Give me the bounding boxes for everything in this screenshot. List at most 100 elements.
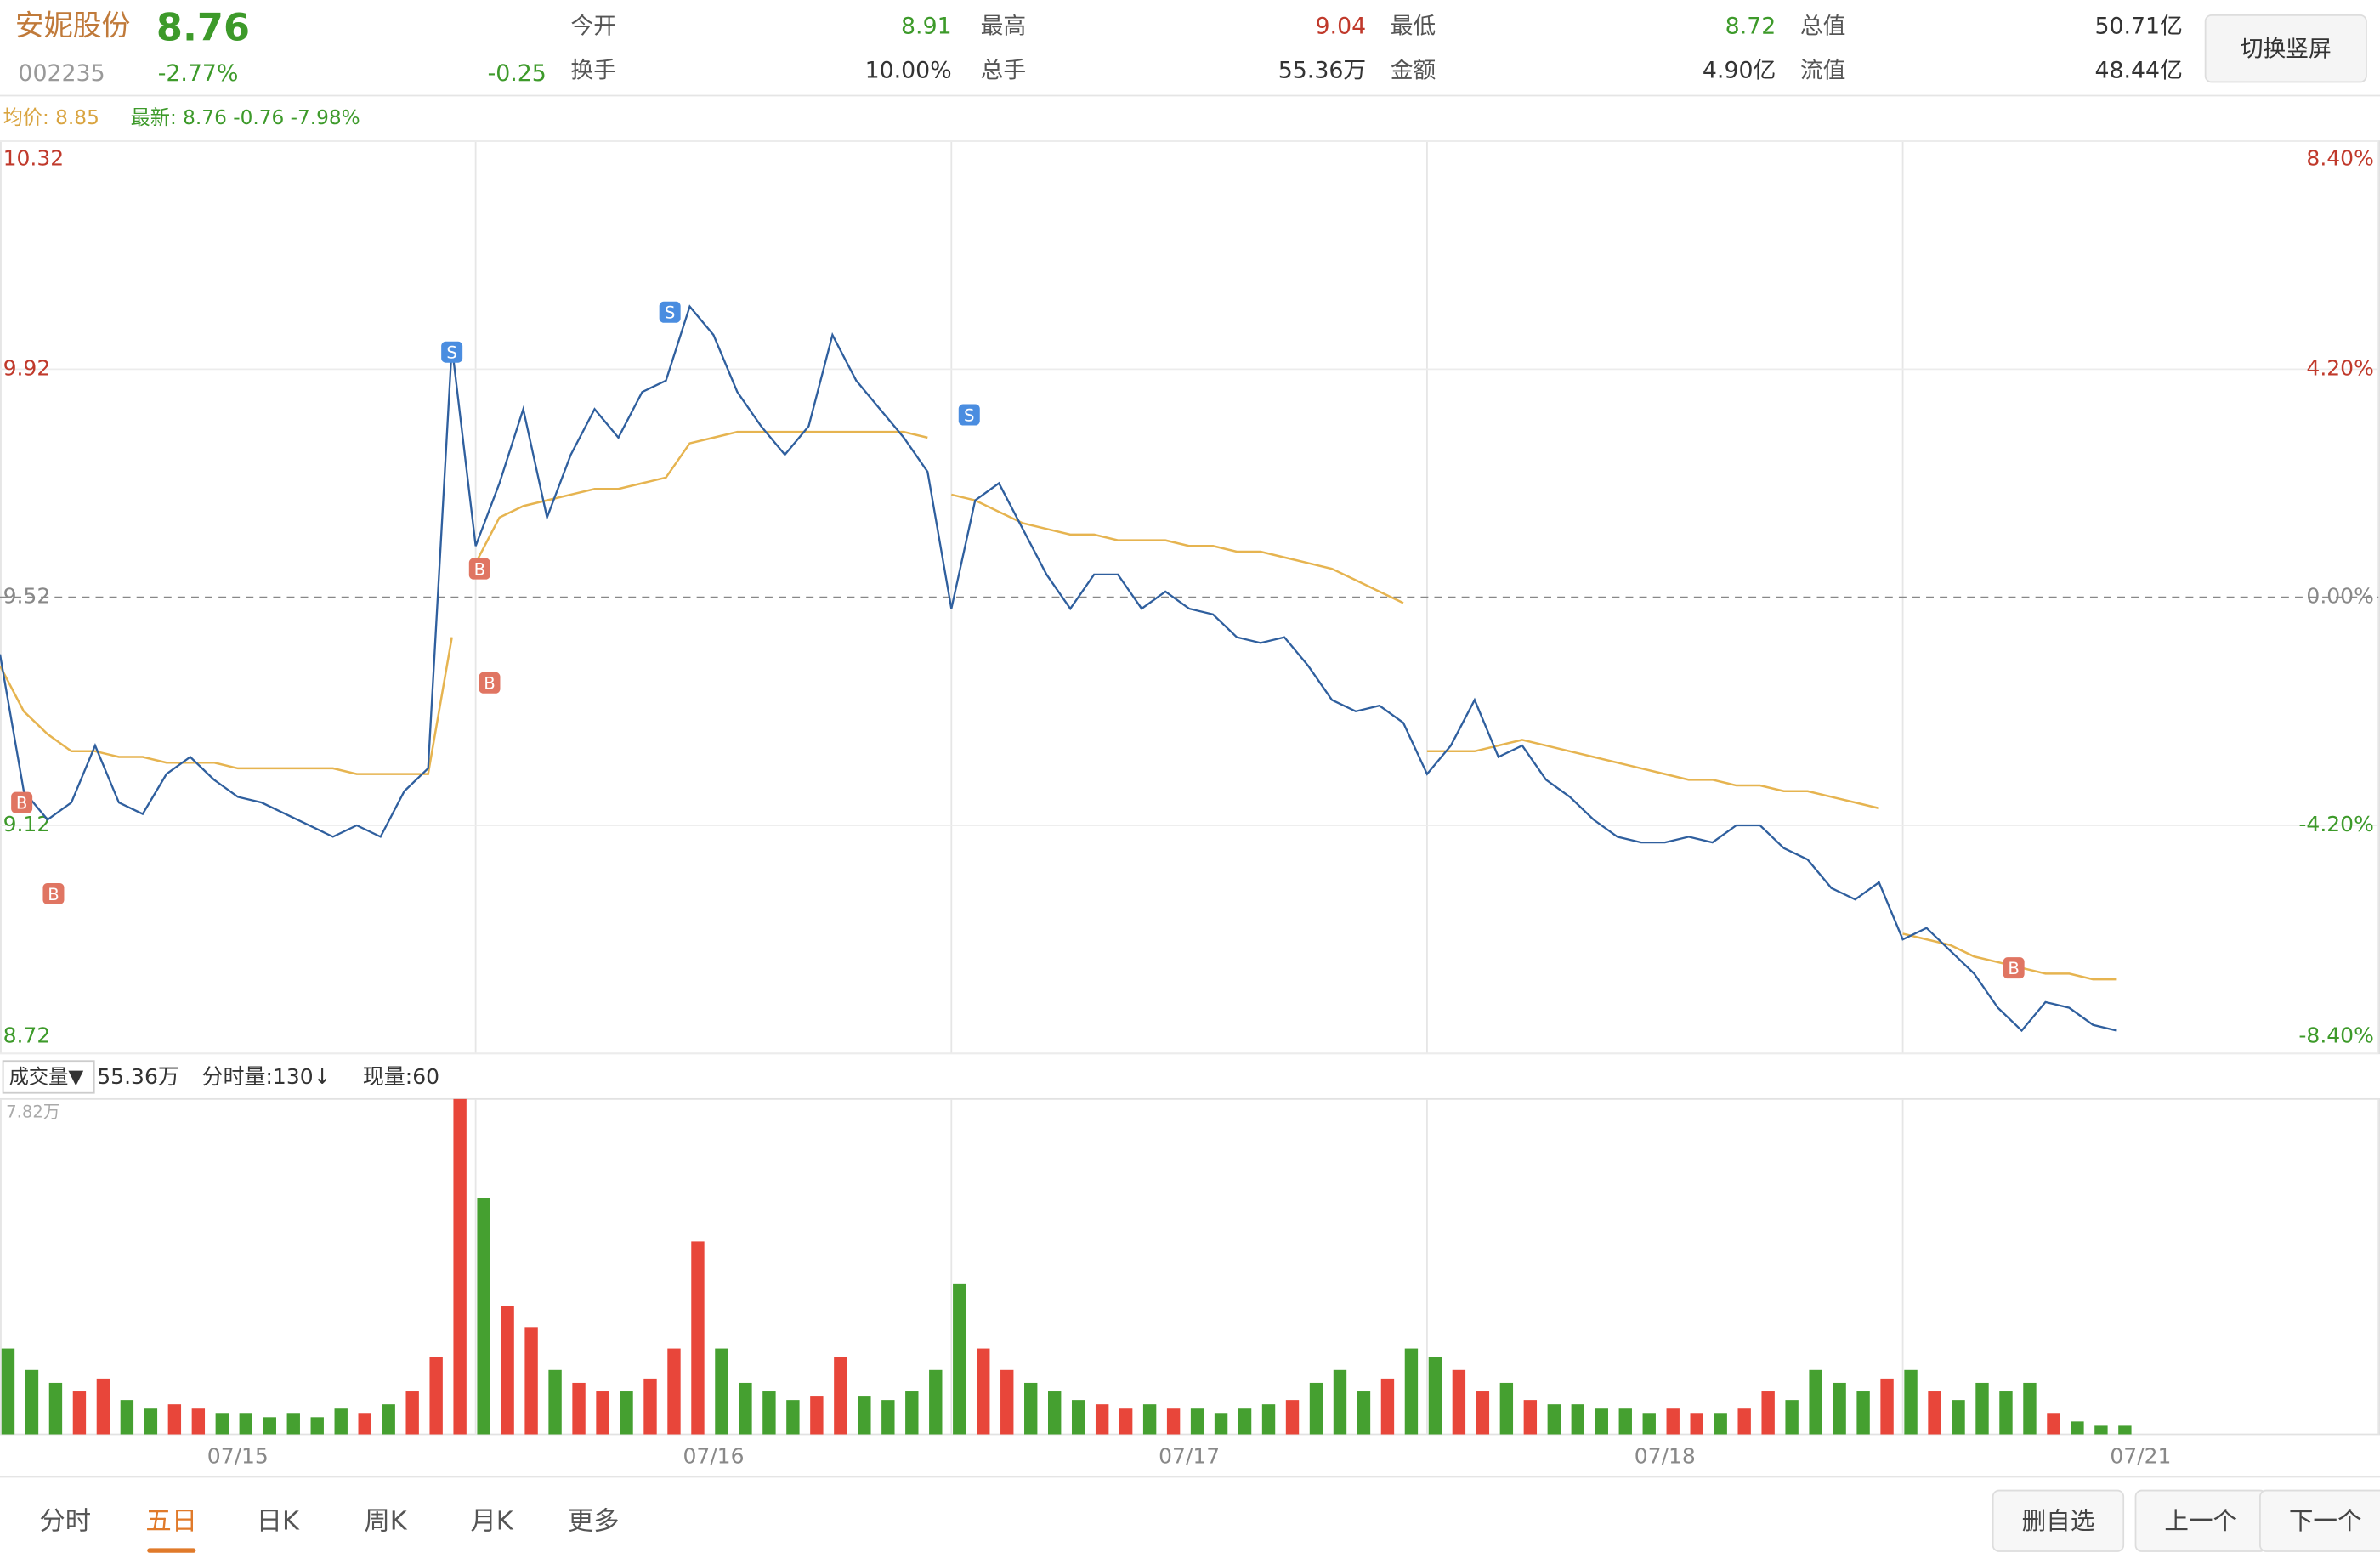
y-tick-label: 9.12 bbox=[3, 812, 51, 836]
volume-bar bbox=[1452, 1369, 1466, 1435]
volume-bar bbox=[1214, 1413, 1228, 1435]
volume-bar bbox=[977, 1348, 990, 1435]
volume-bar bbox=[501, 1306, 514, 1435]
field-label: 换手 bbox=[570, 57, 616, 83]
volume-bar bbox=[1285, 1400, 1300, 1435]
volume-bar bbox=[405, 1391, 419, 1435]
field-label: 金额 bbox=[1391, 57, 1436, 83]
volume-bar bbox=[1975, 1382, 1989, 1435]
volume-bar bbox=[953, 1284, 966, 1435]
volume-bar bbox=[477, 1198, 490, 1435]
volume-bar bbox=[1880, 1378, 1894, 1435]
volume-bar bbox=[881, 1400, 895, 1435]
avg-line bbox=[0, 637, 453, 775]
x-tick-label: 07/15 bbox=[207, 1443, 269, 1468]
trade-marker-label: B bbox=[484, 674, 495, 694]
volume-bar bbox=[453, 1098, 467, 1435]
volume-bar bbox=[96, 1378, 110, 1435]
volume-bar bbox=[1166, 1408, 1181, 1435]
trade-marker-label: S bbox=[446, 343, 456, 363]
y2-tick-label: 0.00% bbox=[2306, 584, 2373, 609]
volume-bar bbox=[120, 1400, 134, 1435]
volume-bar bbox=[334, 1408, 348, 1435]
volume-bar bbox=[1856, 1391, 1870, 1435]
trade-marker-label: S bbox=[964, 405, 974, 425]
volume-current: 现量:60 bbox=[363, 1064, 439, 1089]
y2-tick-label: 4.20% bbox=[2306, 355, 2373, 380]
volume-bar bbox=[144, 1408, 158, 1435]
field-value: 48.44亿 bbox=[2094, 57, 2182, 83]
tab[interactable]: 日K bbox=[257, 1507, 300, 1537]
tab[interactable]: 更多 bbox=[568, 1507, 620, 1537]
volume-bar bbox=[2118, 1425, 2132, 1435]
volume-bar bbox=[1261, 1404, 1276, 1435]
trade-marker bbox=[2003, 957, 2025, 979]
volume-label[interactable]: 成交量▼ bbox=[9, 1065, 84, 1088]
trade-marker-label: B bbox=[48, 885, 59, 904]
avg-legend: 均价: 8.85 bbox=[3, 106, 99, 129]
tab[interactable]: 五日 bbox=[145, 1507, 197, 1537]
volume-bar bbox=[2023, 1382, 2037, 1435]
y-tick-label: 10.32 bbox=[3, 146, 65, 171]
volume-bar bbox=[762, 1391, 776, 1435]
field-value: 9.04 bbox=[1316, 14, 1367, 40]
button-label[interactable]: 上一个 bbox=[2164, 1506, 2237, 1535]
y-tick-label: 9.92 bbox=[3, 355, 51, 380]
trade-marker bbox=[958, 404, 980, 426]
volume-bar bbox=[1642, 1413, 1656, 1435]
volume-bar bbox=[715, 1348, 728, 1435]
volume-bar bbox=[263, 1417, 276, 1435]
volume-bar bbox=[1428, 1357, 1442, 1435]
y2-tick-label: 8.40% bbox=[2306, 146, 2373, 171]
volume-bar bbox=[2094, 1425, 2108, 1435]
volume-bar bbox=[667, 1348, 681, 1435]
volume-bar bbox=[1809, 1369, 1822, 1435]
volume-bar bbox=[1142, 1404, 1157, 1435]
field-label: 今开 bbox=[570, 14, 616, 40]
volume-bar bbox=[1952, 1400, 1965, 1435]
y-tick-label: 8.72 bbox=[3, 1023, 51, 1048]
volume-per-minute: 分时量:130↓ bbox=[202, 1064, 332, 1089]
y2-tick-label: -4.20% bbox=[2298, 812, 2373, 836]
volume-bar bbox=[1595, 1408, 1608, 1435]
tab[interactable]: 分时 bbox=[39, 1507, 91, 1537]
volume-bar bbox=[1095, 1404, 1109, 1435]
volume-bar bbox=[25, 1369, 39, 1435]
volume-bar bbox=[310, 1417, 324, 1435]
price-line bbox=[0, 304, 2117, 1033]
field-label: 总手 bbox=[981, 57, 1027, 83]
trade-marker bbox=[479, 672, 501, 694]
trade-marker-label: S bbox=[665, 303, 675, 323]
field-label: 总值 bbox=[1800, 14, 1846, 40]
volume-bar bbox=[1928, 1391, 1941, 1435]
volume-bar bbox=[1238, 1408, 1252, 1435]
volume-bar bbox=[1000, 1369, 1014, 1435]
field-value: 8.72 bbox=[1726, 14, 1776, 40]
y-tick-label: 9.52 bbox=[3, 584, 51, 609]
switch-button-label[interactable]: 切换竖屏 bbox=[2241, 36, 2332, 62]
button-label[interactable]: 删自选 bbox=[2022, 1506, 2095, 1535]
volume-bar bbox=[286, 1413, 300, 1435]
volume-frame bbox=[0, 1097, 2380, 1436]
x-tick-label: 07/17 bbox=[1159, 1443, 1220, 1468]
volume-bar bbox=[382, 1404, 395, 1435]
trade-marker bbox=[441, 341, 463, 363]
tab[interactable]: 周K bbox=[364, 1507, 407, 1537]
button[interactable] bbox=[1992, 1489, 2125, 1552]
avg-line bbox=[1426, 739, 1879, 810]
switch-button[interactable] bbox=[2204, 14, 2367, 83]
button[interactable] bbox=[2259, 1489, 2380, 1552]
trade-marker bbox=[659, 301, 681, 323]
stock-price: 8.76 bbox=[156, 6, 250, 50]
volume-bar bbox=[167, 1404, 182, 1435]
stock-code: 002235 bbox=[18, 60, 105, 87]
tab[interactable]: 月K bbox=[470, 1507, 513, 1537]
button-label[interactable]: 下一个 bbox=[2289, 1506, 2362, 1535]
volume-bar bbox=[786, 1400, 800, 1435]
tab-underline bbox=[147, 1548, 196, 1553]
field-value: 55.36万 bbox=[1278, 57, 1366, 83]
volume-bar bbox=[429, 1357, 443, 1435]
volume-select[interactable] bbox=[2, 1060, 95, 1094]
volume-bar bbox=[1904, 1369, 1918, 1435]
